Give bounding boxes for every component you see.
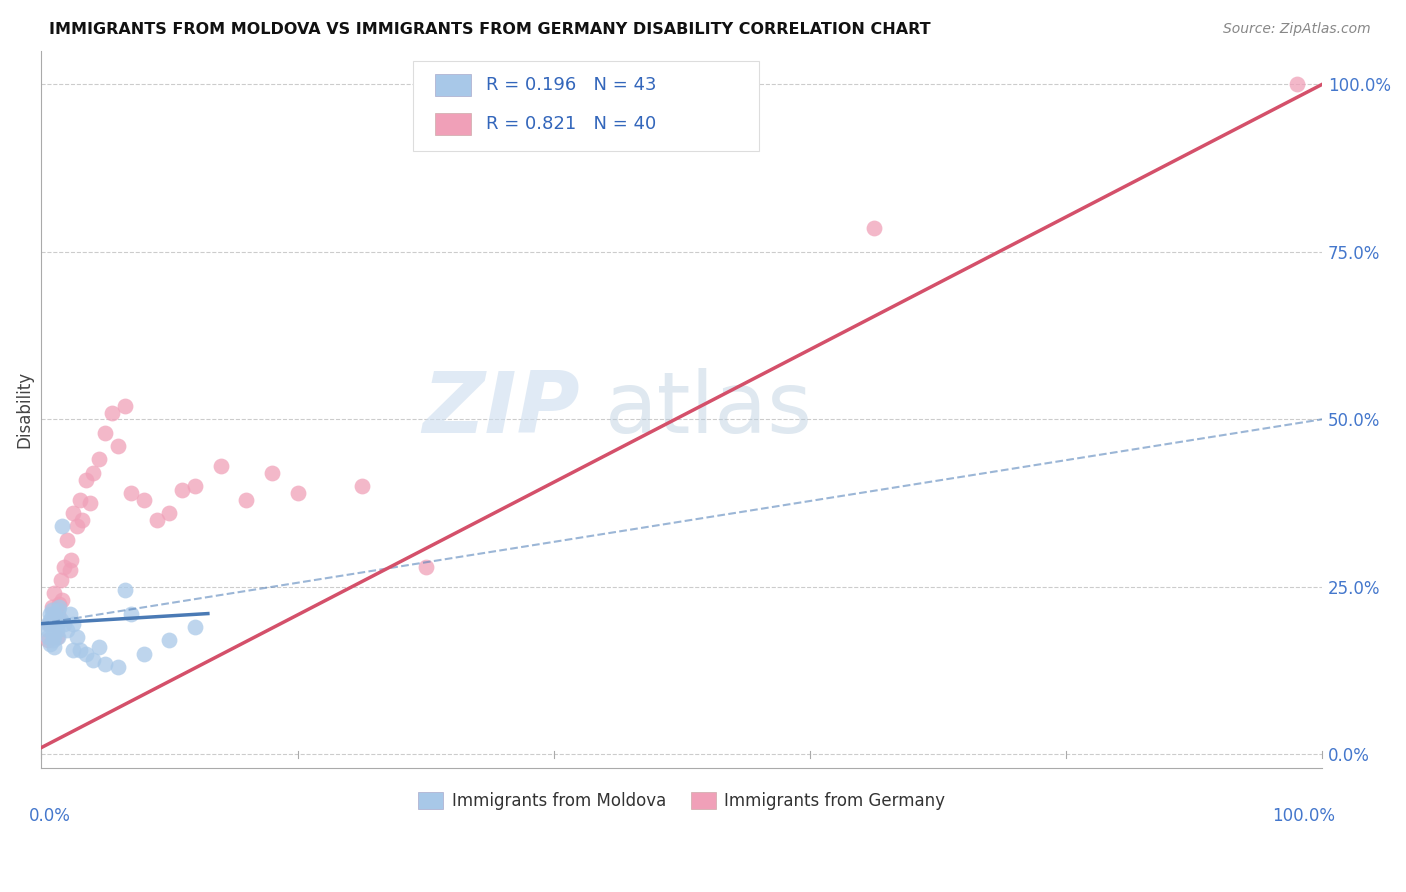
Text: Source: ZipAtlas.com: Source: ZipAtlas.com: [1223, 22, 1371, 37]
Point: [75, 473, 97, 487]
Point: [48, 599, 70, 614]
Point: [51, 519, 73, 533]
Point: [94, 657, 117, 671]
Bar: [434, 113, 471, 135]
Point: [72, 513, 94, 527]
Point: [53, 559, 76, 574]
Text: IMMIGRANTS FROM MOLDOVA VS IMMIGRANTS FROM GERMANY DISABILITY CORRELATION CHART: IMMIGRANTS FROM MOLDOVA VS IMMIGRANTS FR…: [49, 22, 931, 37]
Point: [75, 647, 97, 661]
Point: [159, 506, 181, 520]
Text: atlas: atlas: [605, 368, 813, 450]
Point: [260, 466, 283, 480]
Point: [58, 563, 80, 577]
Point: [46, 607, 69, 621]
Point: [42, 633, 65, 648]
Point: [107, 660, 129, 674]
Text: 100.0%: 100.0%: [1272, 807, 1336, 825]
Point: [114, 583, 136, 598]
Point: [44, 586, 66, 600]
Point: [87, 452, 110, 467]
Point: [415, 559, 437, 574]
Point: [45, 616, 67, 631]
Point: [184, 620, 207, 634]
Point: [56, 533, 79, 547]
Point: [94, 425, 117, 440]
Point: [41, 599, 63, 614]
Text: R = 0.821   N = 40: R = 0.821 N = 40: [486, 115, 657, 133]
Point: [42, 616, 65, 631]
Point: [120, 607, 142, 621]
Point: [62, 506, 84, 520]
Point: [46, 603, 69, 617]
Point: [37, 624, 59, 638]
Point: [37, 616, 59, 631]
Point: [235, 492, 257, 507]
Point: [53, 616, 76, 631]
Point: [82, 466, 104, 480]
Point: [107, 439, 129, 453]
Point: [82, 653, 104, 667]
Point: [44, 640, 66, 654]
Point: [58, 607, 80, 621]
Point: [120, 486, 142, 500]
Point: [87, 640, 110, 654]
Point: [145, 513, 167, 527]
Point: [79, 496, 101, 510]
Point: [39, 613, 62, 627]
Point: [45, 630, 67, 644]
Point: [66, 630, 89, 644]
Point: [41, 620, 63, 634]
Point: [101, 405, 124, 419]
Point: [69, 492, 91, 507]
Point: [209, 459, 232, 474]
Point: [37, 630, 59, 644]
Point: [51, 593, 73, 607]
Point: [41, 603, 63, 617]
Point: [44, 624, 66, 638]
Point: [172, 483, 194, 497]
Point: [132, 647, 155, 661]
Text: ZIP: ZIP: [422, 368, 579, 450]
Point: [56, 624, 79, 638]
Point: [132, 492, 155, 507]
Point: [114, 399, 136, 413]
Point: [44, 610, 66, 624]
Point: [62, 616, 84, 631]
Point: [350, 479, 373, 493]
Point: [49, 613, 72, 627]
Point: [49, 573, 72, 587]
Y-axis label: Disability: Disability: [15, 371, 32, 448]
Point: [184, 479, 207, 493]
Text: R = 0.196   N = 43: R = 0.196 N = 43: [486, 76, 657, 94]
Point: [42, 626, 65, 640]
Point: [44, 607, 66, 621]
Point: [48, 597, 70, 611]
Point: [287, 486, 309, 500]
Point: [863, 221, 886, 235]
Text: 0.0%: 0.0%: [28, 807, 70, 825]
Point: [44, 610, 66, 624]
FancyBboxPatch shape: [413, 62, 759, 151]
Point: [44, 630, 66, 644]
Point: [62, 643, 84, 657]
Point: [1285, 77, 1308, 91]
Point: [46, 630, 69, 644]
Point: [41, 610, 63, 624]
Point: [44, 620, 66, 634]
Point: [38, 616, 60, 631]
Bar: [434, 74, 471, 95]
Point: [37, 633, 59, 648]
Point: [39, 607, 62, 621]
Point: [44, 613, 66, 627]
Legend: Immigrants from Moldova, Immigrants from Germany: Immigrants from Moldova, Immigrants from…: [412, 785, 952, 817]
Point: [159, 633, 181, 648]
Point: [59, 553, 82, 567]
Point: [45, 624, 67, 638]
Point: [66, 519, 89, 533]
Point: [39, 637, 62, 651]
Point: [69, 643, 91, 657]
